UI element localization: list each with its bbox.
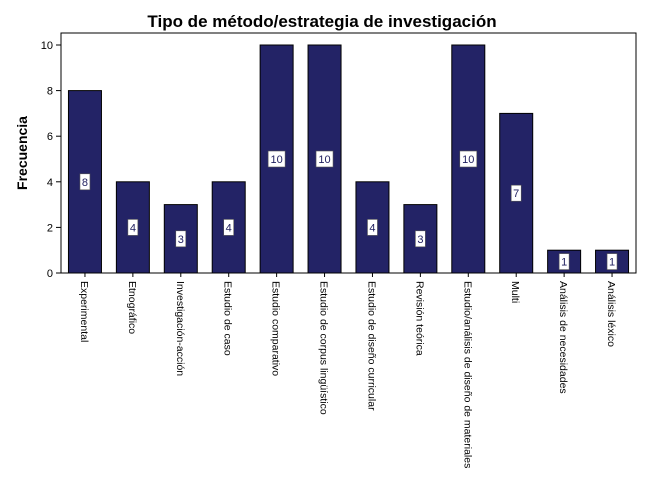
x-tick-label: Revisión teórica: [413, 281, 425, 356]
y-axis-label: Frecuencia: [14, 116, 30, 190]
y-tick-label: 0: [47, 268, 53, 280]
data-label-box: [459, 150, 478, 168]
data-label-box: [415, 230, 426, 248]
y-tick-label: 10: [41, 40, 53, 52]
data-label: 1: [561, 257, 567, 269]
x-tick-label: Análisis de necesidades: [557, 281, 569, 394]
data-label: 10: [462, 154, 474, 166]
data-label: 7: [513, 188, 519, 200]
data-label-box: [315, 150, 334, 168]
data-label: 10: [318, 154, 330, 166]
y-tick-label: 2: [47, 222, 53, 234]
x-tick-label: Estudio de diseño curricular: [365, 281, 377, 411]
x-axis-category-labels: Experimental Etnográfico Investigación-acc…: [78, 273, 617, 468]
data-label-box: [175, 230, 187, 248]
x-tick-label: Multi: [509, 281, 521, 303]
y-axis: 0 2 4 6 8 10: [41, 40, 61, 280]
chart-title: Tipo de método/estrategia de investigaci…: [147, 12, 496, 31]
plot-area-frame: [60, 32, 637, 274]
x-tick-label: Estudio comparativo: [270, 281, 282, 376]
data-label-box: [267, 150, 286, 168]
data-label-box: [223, 219, 235, 236]
x-tick-label: Estudio de corpus lingüístico: [318, 281, 330, 415]
x-tick-label: Estudio de caso: [222, 281, 234, 356]
data-label: 4: [226, 222, 232, 234]
x-tick-label: Investigación-acción: [174, 281, 186, 376]
x-tick-label: Análisis léxico: [605, 281, 617, 347]
x-tick-label: Experimental: [78, 281, 90, 342]
data-label-box: [558, 253, 570, 270]
data-label: 1: [609, 257, 615, 269]
data-label-box: [367, 219, 378, 236]
bar-series: 8 4 3 4 10 10 4 3 10 7 1 1: [67, 44, 630, 274]
y-tick-label: 8: [47, 86, 53, 98]
y-tick-label: 4: [47, 177, 53, 189]
data-label-box: [127, 219, 139, 236]
data-label-box: [79, 173, 91, 191]
data-label: 3: [178, 234, 184, 246]
data-label: 4: [369, 222, 375, 234]
x-tick-label: Etnográfico: [126, 281, 138, 334]
data-label-box: [510, 184, 522, 202]
data-label: 4: [130, 222, 136, 234]
data-label: 10: [271, 154, 283, 166]
y-tick-label: 6: [47, 131, 53, 143]
data-label: 8: [82, 177, 88, 189]
data-label: 3: [417, 234, 423, 246]
x-tick-label: Estudio/análisis de diseño de materiales: [461, 281, 473, 468]
data-label-box: [606, 253, 618, 270]
